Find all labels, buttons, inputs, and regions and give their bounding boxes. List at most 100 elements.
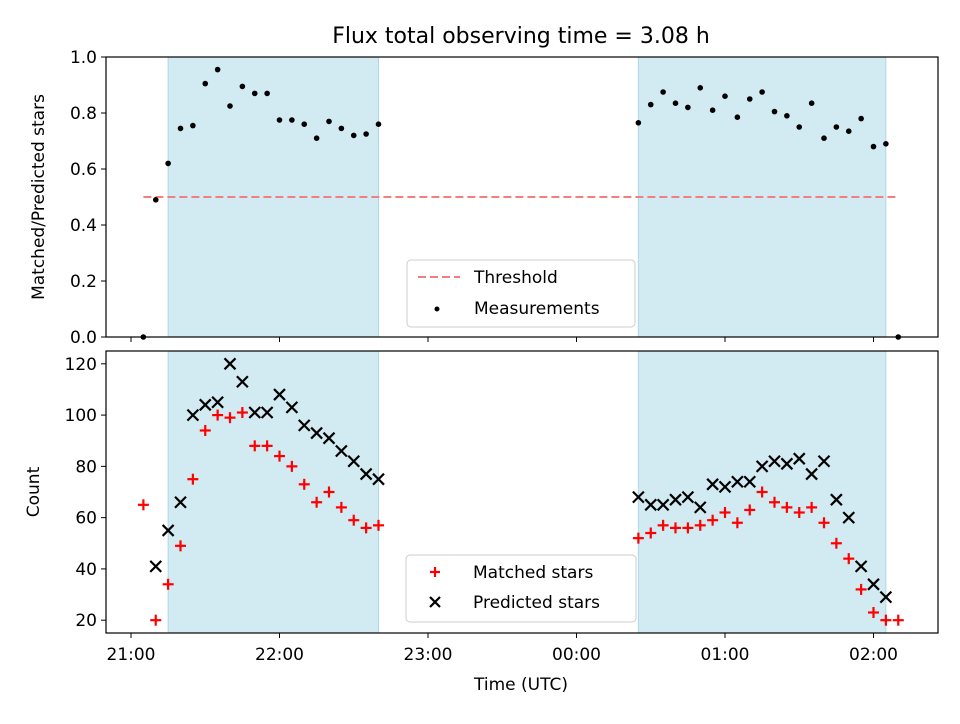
predicted-star-point: [310, 426, 323, 440]
legend-matched-label: Matched stars: [473, 563, 593, 583]
matched-star-point: [286, 460, 298, 472]
measurement-point: [883, 141, 889, 147]
predicted-star-point: [731, 475, 744, 489]
predicted-star-point: [372, 472, 385, 486]
predicted-star-point: [656, 498, 670, 512]
legend-measurements-dot-icon: [434, 306, 440, 312]
x-tick-label: 21:00: [107, 645, 156, 665]
shaded-interval-1: [167, 350, 379, 634]
measurement-point: [165, 160, 171, 167]
measurement-point: [635, 120, 642, 126]
matched-star-point: [769, 496, 780, 508]
y-tick-label: 0.2: [70, 272, 97, 292]
measurement-point: [672, 100, 679, 106]
predicted-star-point: [347, 454, 361, 468]
predicted-star-point: [755, 460, 769, 473]
matched-star-point: [298, 478, 310, 490]
x-tick-label: 02:00: [849, 645, 898, 665]
matched-star-point: [162, 578, 174, 590]
predicted-star-point: [273, 388, 286, 401]
bottom-plot-marks: [137, 357, 904, 626]
matched-star-point: [719, 507, 731, 519]
matched-star-point: [892, 614, 904, 626]
top-legend: Threshold Measurements: [406, 259, 636, 328]
chart-title: Flux total observing time = 3.08 h: [332, 24, 710, 49]
measurement-point: [375, 121, 382, 127]
matched-star-point: [212, 409, 224, 421]
matched-star-point: [187, 473, 199, 485]
x-tick-label: 00:00: [552, 645, 601, 665]
y-tick-label: 100: [65, 406, 97, 426]
matched-star-point: [781, 501, 793, 513]
matched-star-point: [323, 486, 335, 498]
predicted-star-point: [285, 401, 299, 414]
matched-star-point: [670, 522, 681, 534]
matched-star-point: [632, 532, 644, 544]
predicted-star-point: [322, 431, 336, 445]
measurement-point: [264, 90, 270, 97]
top-axis-ticks: 0.0 0.2 0.4 0.6 0.8 1.0: [70, 48, 874, 348]
bottom-legend: Matched stars Predicted stars: [405, 554, 637, 623]
measurement-point: [845, 128, 852, 134]
predicted-star-point: [792, 452, 806, 465]
y-tick-label: 120: [65, 355, 97, 375]
predicted-star-point: [359, 467, 373, 481]
matched-star-point: [348, 514, 360, 526]
matched-star-point: [224, 412, 236, 424]
matched-star-point: [744, 504, 756, 516]
y-tick-label: 1.0: [70, 48, 97, 68]
predicted-star-point: [768, 454, 781, 468]
x-tick-label: 01:00: [701, 645, 750, 665]
measurement-point: [214, 66, 221, 73]
measurement-point: [734, 114, 741, 120]
measurement-point: [808, 100, 815, 106]
measurement-point: [227, 103, 233, 109]
measurement-point: [190, 122, 196, 129]
measurement-point: [660, 89, 666, 95]
matched-star-point: [855, 583, 867, 595]
measurement-point: [313, 135, 320, 141]
y-tick-label: 0.4: [70, 216, 97, 236]
measurement-point: [363, 131, 369, 137]
top-plot-marks: [140, 66, 902, 340]
matched-star-point: [818, 517, 830, 529]
predicted-star-point: [854, 560, 868, 573]
predicted-star-point: [198, 398, 212, 412]
x-tick-label: 23:00: [404, 645, 453, 665]
legend-measurements-label: Measurements: [474, 299, 600, 319]
bottom-axis-ticks: 20 40 60 80 100 120 21:00 22:00 23:00 00:00 01:00 0…: [65, 355, 898, 665]
y-tick-label: 80: [75, 457, 97, 477]
matched-star-point: [175, 540, 186, 552]
bottom-plot-frame: [105, 350, 939, 634]
matched-star-point: [249, 440, 261, 452]
predicted-star-point: [867, 578, 880, 591]
y-tick-label: 0.6: [70, 160, 97, 180]
matched-star-point: [199, 424, 211, 436]
predicted-star-point: [149, 560, 163, 573]
matched-star-point: [236, 407, 248, 419]
matched-star-point: [731, 517, 743, 529]
x-tick-label: 22:00: [255, 645, 304, 665]
measurement-point: [759, 89, 765, 95]
predicted-star-point: [879, 590, 893, 604]
measurement-point: [326, 118, 332, 125]
predicted-star-point: [186, 408, 200, 422]
top-y-axis-label: Matched/Predicted stars: [29, 94, 49, 300]
shaded-interval-1: [167, 56, 379, 338]
measurement-point: [251, 90, 258, 97]
y-tick-label: 0.8: [70, 104, 97, 124]
top-plot-frame: [105, 56, 939, 338]
predicted-star-point: [743, 475, 757, 489]
measurement-point: [647, 101, 654, 108]
legend-predicted-x-icon: [429, 596, 441, 608]
measurement-point: [784, 113, 790, 119]
measurement-point: [177, 125, 184, 132]
x-axis-label: Time (UTC): [473, 675, 568, 695]
measurement-point: [338, 125, 345, 132]
predicted-star-point: [693, 501, 707, 514]
measurement-point: [858, 115, 864, 122]
measurement-point: [821, 135, 827, 141]
predicted-star-point: [842, 511, 856, 524]
measurement-point: [202, 80, 209, 87]
